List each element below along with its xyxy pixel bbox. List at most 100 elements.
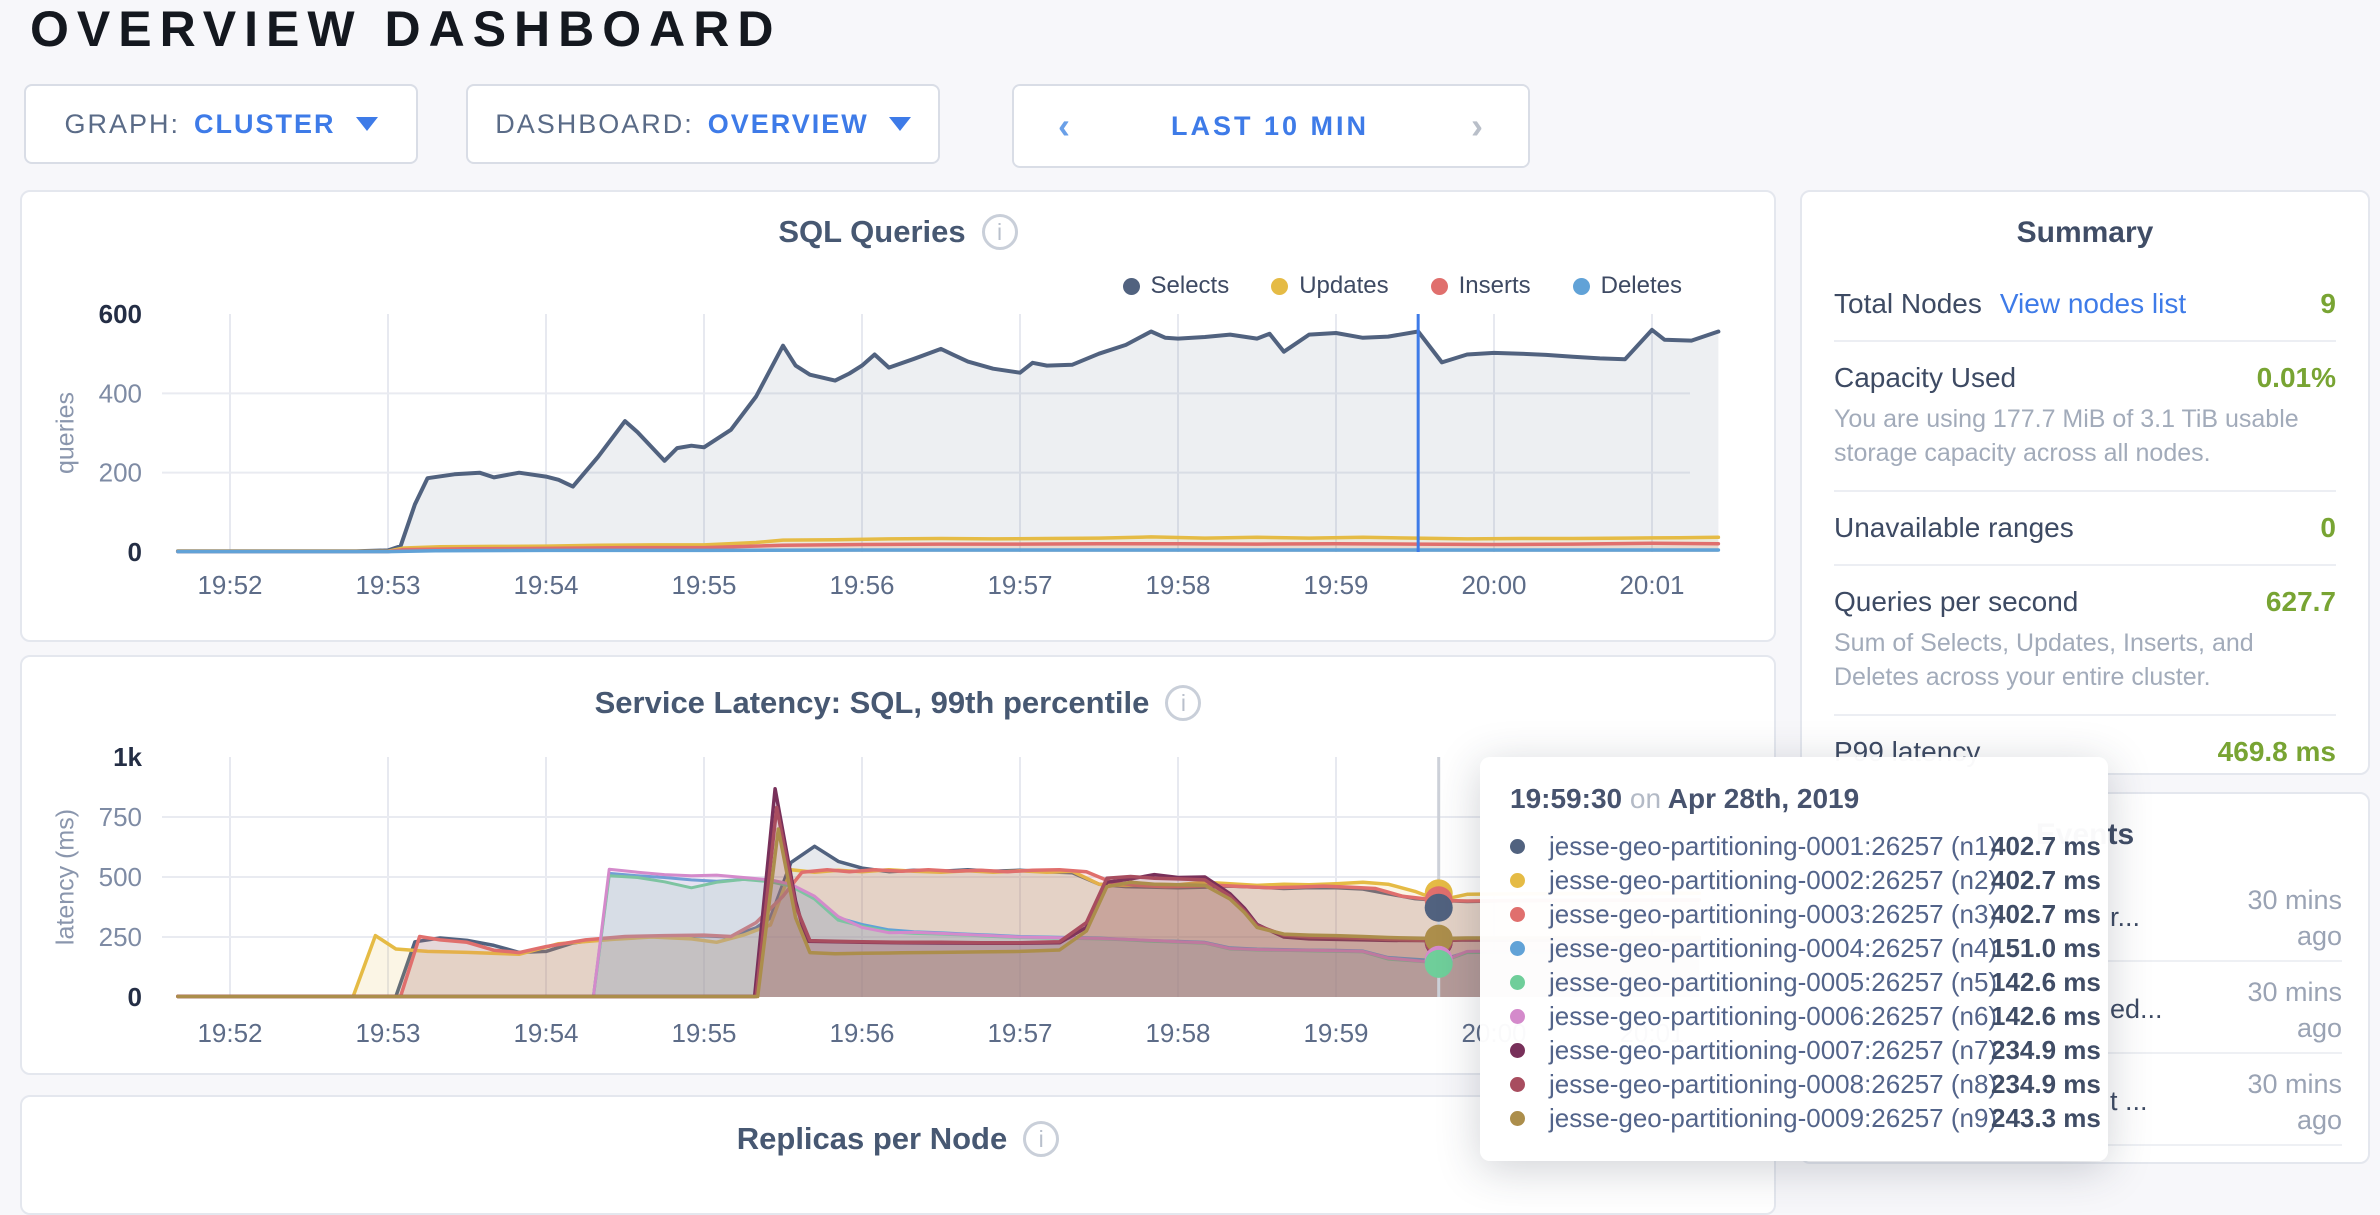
service-latency-chart[interactable]: 1k 750 500 250 0 19:52 19:53 19:54 19:55 19:56 19:… xyxy=(22,657,1774,1073)
summary-row-main: Capacity Used 0.01% xyxy=(1834,362,2336,394)
summary-value: 469.8 ms xyxy=(2217,736,2336,767)
summary-row: P99 latency 469.8 ms xyxy=(1834,716,2336,773)
dashboard-dropdown[interactable]: DASHBOARD: OVERVIEW xyxy=(466,84,940,164)
legend-item-deletes[interactable]: Deletes xyxy=(1572,272,1682,300)
svg-text:20:01: 20:01 xyxy=(1619,570,1684,600)
legend-item-updates[interactable]: Updates xyxy=(1271,272,1389,300)
summary-row-main: Unavailable ranges 0 xyxy=(1834,512,2336,544)
svg-text:19:55: 19:55 xyxy=(671,570,736,600)
tooltip-row: jesse-geo-partitioning-0001:26257 (n1) 40… xyxy=(1510,829,2101,863)
summary-row-main: Total Nodes View nodes list 9 xyxy=(1834,288,2336,320)
info-icon[interactable] xyxy=(981,214,1018,250)
time-range-label[interactable]: LAST 10 MIN xyxy=(1114,86,1426,166)
series-dot-icon xyxy=(1510,1042,1525,1058)
legend-dot-icon xyxy=(1271,277,1289,295)
legend-item-selects[interactable]: Selects xyxy=(1122,272,1230,300)
svg-text:500: 500 xyxy=(99,862,142,892)
tooltip-node-name: jesse-geo-partitioning-0001:26257 (n1) xyxy=(1549,830,1998,861)
tooltip-row: jesse-geo-partitioning-0003:26257 (n3) 40… xyxy=(1510,897,2101,931)
svg-text:19:53: 19:53 xyxy=(355,570,420,600)
tooltip-row: jesse-geo-partitioning-0004:26257 (n4) 15… xyxy=(1510,931,2101,965)
legend-dot-icon xyxy=(1572,277,1590,295)
tooltip-latency-value: 402.7 ms xyxy=(1991,830,2101,861)
summary-row: Total Nodes View nodes list 9 xyxy=(1834,268,2336,342)
tooltip-node-name: jesse-geo-partitioning-0003:26257 (n3) xyxy=(1549,898,1998,929)
summary-label: Total Nodes xyxy=(1834,288,1982,319)
summary-row-main: Queries per second 627.7 xyxy=(1834,586,2336,618)
time-next-button[interactable]: › xyxy=(1426,86,1528,166)
tooltip-latency-value: 243.3 ms xyxy=(1991,1102,2101,1133)
replicas-per-node-title: Replicas per Node xyxy=(22,1121,1774,1157)
graph-dropdown[interactable]: GRAPH: CLUSTER xyxy=(24,84,418,164)
sql-queries-title: SQL Queries xyxy=(22,214,1774,250)
event-time: 30 mins ago xyxy=(2220,1152,2342,1162)
sql-legend: Selects Updates Inserts Deletes xyxy=(1122,272,1682,300)
tooltip-latency-value: 151.0 ms xyxy=(1991,932,2101,963)
svg-text:0: 0 xyxy=(128,982,142,1012)
summary-label: Queries per second xyxy=(1834,586,2079,617)
series-dot-icon xyxy=(1510,1008,1525,1024)
summary-description: Sum of Selects, Updates, Inserts, and De… xyxy=(1834,629,2254,691)
legend-label: Inserts xyxy=(1458,272,1531,299)
legend-item-inserts[interactable]: Inserts xyxy=(1430,272,1531,300)
summary-row: Capacity Used 0.01% You are using 177.7 Mi… xyxy=(1834,342,2336,492)
svg-text:19:54: 19:54 xyxy=(513,1018,578,1048)
tooltip-node-name: jesse-geo-partitioning-0006:26257 (n6) xyxy=(1549,1000,1998,1031)
series-dot-icon xyxy=(1510,872,1525,888)
view-nodes-list-link[interactable]: View nodes list xyxy=(1999,288,2187,319)
svg-text:1k: 1k xyxy=(113,742,142,772)
svg-text:19:53: 19:53 xyxy=(355,1018,420,1048)
summary-row: Queries per second 627.7 Sum of Selects, U… xyxy=(1834,566,2336,716)
graph-dropdown-value: CLUSTER xyxy=(194,108,336,139)
svg-text:400: 400 xyxy=(99,378,142,408)
chart-title-text: SQL Queries xyxy=(778,214,966,249)
summary-label: Capacity Used xyxy=(1834,362,2017,393)
sql-queries-chart[interactable]: 600 400 200 0 19:52 19:53 19:54 19:55 19:56 19:57… xyxy=(22,192,1774,640)
summary-description: You are using 177.7 MiB of 3.1 TiB usabl… xyxy=(1834,405,2299,467)
tooltip-node-name: jesse-geo-partitioning-0004:26257 (n4) xyxy=(1549,932,1998,963)
series-dot-icon xyxy=(1510,838,1525,854)
tooltip-row: jesse-geo-partitioning-0002:26257 (n2) 40… xyxy=(1510,863,2101,897)
chart-title-text: Replicas per Node xyxy=(736,1121,1008,1156)
tooltip-rows: jesse-geo-partitioning-0001:26257 (n1) 40… xyxy=(1510,829,2101,1135)
svg-text:19:59: 19:59 xyxy=(1303,570,1368,600)
event-row[interactable]: Table Created: User root cr...30 mins ag… xyxy=(1828,1146,2342,1162)
tooltip-timestamp: 19:59:30 on Apr 28th, 2019 xyxy=(1510,783,2078,815)
tooltip-row: jesse-geo-partitioning-0009:26257 (n9) 24… xyxy=(1510,1101,2101,1135)
svg-text:19:52: 19:52 xyxy=(197,570,262,600)
tooltip-row: jesse-geo-partitioning-0008:26257 (n8) 23… xyxy=(1510,1067,2101,1101)
summary-row: Unavailable ranges 0 xyxy=(1834,492,2336,566)
info-icon[interactable] xyxy=(1023,1121,1060,1157)
tooltip-node-name: jesse-geo-partitioning-0005:26257 (n5) xyxy=(1549,966,1998,997)
event-time: 30 mins ago xyxy=(2247,1069,2342,1135)
tooltip-row: jesse-geo-partitioning-0006:26257 (n6) 14… xyxy=(1510,999,2101,1033)
page-title: OVERVIEW DASHBOARD xyxy=(30,1,782,57)
tooltip-latency-value: 142.6 ms xyxy=(1991,1000,2101,1031)
svg-text:250: 250 xyxy=(99,922,142,952)
info-icon[interactable] xyxy=(1165,685,1202,721)
summary-value: 0 xyxy=(2320,512,2336,543)
time-prev-button[interactable]: ‹ xyxy=(1014,86,1114,166)
event-text: r... xyxy=(2110,902,2141,932)
dashboard-dropdown-value: OVERVIEW xyxy=(707,108,869,139)
svg-text:19:57: 19:57 xyxy=(987,1018,1052,1048)
svg-text:19:55: 19:55 xyxy=(671,1018,736,1048)
tooltip-row: jesse-geo-partitioning-0005:26257 (n5) 14… xyxy=(1510,965,2101,999)
summary-heading: Summary xyxy=(2016,216,2154,249)
event-time: 30 mins ago xyxy=(2247,977,2342,1043)
summary-row-main: P99 latency 469.8 ms xyxy=(1834,736,2336,768)
service-latency-panel: Service Latency: SQL, 99th percentile la… xyxy=(20,655,1776,1075)
tooltip-node-name: jesse-geo-partitioning-0007:26257 (n7) xyxy=(1549,1034,1998,1065)
summary-value: 0.01% xyxy=(2256,362,2336,393)
svg-text:19:54: 19:54 xyxy=(513,570,578,600)
tooltip-time: 19:59:30 xyxy=(1510,783,1623,814)
svg-text:750: 750 xyxy=(99,802,142,832)
tooltip-latency-value: 234.9 ms xyxy=(1991,1034,2101,1065)
legend-label: Deletes xyxy=(1600,272,1682,299)
legend-dot-icon xyxy=(1430,277,1448,295)
svg-text:200: 200 xyxy=(99,458,142,488)
svg-text:19:59: 19:59 xyxy=(1303,1018,1368,1048)
sql-queries-panel: SQL Queries Selects Updates Inserts Deletes… xyxy=(20,190,1776,642)
legend-label: Selects xyxy=(1150,272,1230,299)
summary-label: Unavailable ranges xyxy=(1834,512,2074,543)
